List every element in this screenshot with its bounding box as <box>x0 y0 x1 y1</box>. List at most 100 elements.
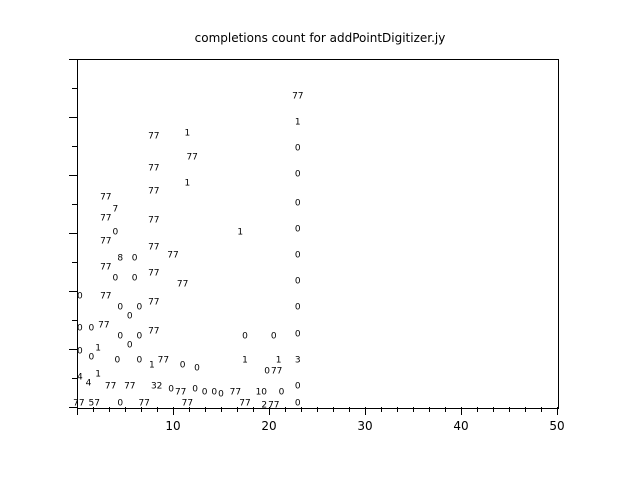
data-point-label: 77 <box>270 366 283 377</box>
data-point-label: 77 <box>148 297 160 308</box>
y-tick-minor <box>72 320 77 321</box>
data-point-label: 0 <box>77 291 83 302</box>
data-point-label: 0 <box>136 302 143 313</box>
data-point-label: 77 <box>148 163 160 174</box>
data-point-label: 1 <box>237 227 244 238</box>
data-point-label: 77 <box>239 398 251 409</box>
data-point-label: 77 <box>268 400 280 411</box>
data-point-label: 0 <box>112 273 119 284</box>
data-point-label: 77 <box>124 381 136 392</box>
data-point-label: 0 <box>88 352 95 363</box>
x-tick-minor <box>205 407 206 412</box>
x-tick-minor <box>157 407 158 412</box>
y-tick-major <box>69 59 77 60</box>
x-tick-minor <box>125 407 126 412</box>
data-point-label: 0 <box>131 253 138 264</box>
data-point-label: 0 <box>294 169 301 180</box>
data-point-label: 0 <box>294 276 301 287</box>
x-tick-minor <box>381 407 382 412</box>
data-point-label: 0 <box>294 302 301 313</box>
y-tick-minor <box>72 88 77 89</box>
x-tick-minor <box>397 407 398 412</box>
plot-frame-border <box>77 59 559 409</box>
data-point-label: 77 <box>186 152 198 163</box>
data-point-label: 77 <box>167 250 179 261</box>
data-point-label: 0 <box>294 250 301 261</box>
x-tick-minor <box>221 407 222 412</box>
data-point-label: 77 <box>148 242 160 252</box>
x-tick-minor <box>493 407 494 412</box>
y-tick-major <box>69 117 77 118</box>
data-point-label: 57 <box>88 398 100 409</box>
data-point-label: 3 <box>294 355 301 366</box>
y-tick-minor <box>72 204 77 205</box>
data-point-label: 0 <box>294 143 301 154</box>
x-tick-label: 40 <box>453 419 469 433</box>
x-tick-minor <box>333 407 334 412</box>
x-tick-minor <box>445 407 446 412</box>
x-tick-minor <box>253 407 254 412</box>
y-tick-major <box>69 233 77 234</box>
x-tick-label: 20 <box>261 419 277 433</box>
data-point-label: 1 <box>95 343 101 354</box>
data-point-label: 0 <box>88 323 95 334</box>
x-tick-major <box>461 407 462 415</box>
data-point-label: 77 <box>138 398 150 409</box>
data-point-label: 0 <box>294 398 301 409</box>
x-tick-minor <box>349 407 350 412</box>
x-tick-major <box>269 407 270 415</box>
data-point-label: 77 <box>148 268 160 279</box>
x-tick-minor <box>317 407 318 412</box>
y-tick-minor <box>72 146 77 147</box>
data-point-label: 0 <box>112 227 119 238</box>
data-point-label: 77 <box>104 381 117 392</box>
data-point-label: 77 <box>157 355 170 366</box>
data-point-label: 77 <box>174 387 187 397</box>
data-point-label: 0 <box>218 389 224 400</box>
data-point-label: 1 <box>294 117 301 128</box>
x-tick-minor <box>509 407 510 412</box>
data-point-label: 0 <box>211 387 218 397</box>
y-tick-major <box>69 349 77 350</box>
data-point-label: 77 <box>148 131 160 142</box>
data-point-label: 0 <box>294 198 301 209</box>
x-tick-label: 10 <box>165 419 181 433</box>
data-point-label: 0 <box>114 355 121 366</box>
data-point-label: 77 <box>148 326 160 337</box>
y-tick-minor <box>72 378 77 379</box>
data-point-label: 77 <box>292 91 304 102</box>
data-point-label: 77 <box>100 213 112 223</box>
data-point-label: 77 <box>100 291 112 302</box>
x-tick-minor <box>525 407 526 412</box>
data-point-label: 77 <box>100 192 112 203</box>
x-tick-label: 50 <box>549 419 565 433</box>
data-point-label: 77 <box>181 398 194 409</box>
data-point-label: 1 <box>95 369 101 380</box>
data-point-label: 8 <box>117 253 124 264</box>
data-point-label: 10 <box>255 387 268 397</box>
data-point-label: 0 <box>201 387 208 397</box>
data-point-label: 0 <box>77 346 83 357</box>
data-point-label: 0 <box>126 340 133 351</box>
data-point-label: 0 <box>77 323 83 334</box>
data-point-label: 0 <box>194 363 200 374</box>
data-point-label: 77 <box>148 186 160 197</box>
x-tick-minor <box>93 407 94 412</box>
x-tick-major <box>365 407 366 415</box>
x-tick-minor <box>429 407 430 412</box>
x-tick-minor <box>237 407 238 412</box>
data-point-label: 0 <box>264 366 270 377</box>
data-point-label: 32 <box>150 381 163 392</box>
data-point-label: 77 <box>100 236 112 247</box>
y-tick-major <box>69 291 77 292</box>
data-point-label: 0 <box>192 384 198 395</box>
data-point-label: 77 <box>73 398 85 409</box>
x-tick-minor <box>109 407 110 412</box>
data-point-label: 4 <box>85 378 92 389</box>
data-point-label: 77 <box>100 262 112 273</box>
x-tick-major <box>77 407 78 415</box>
data-point-label: 0 <box>294 329 301 339</box>
data-point-label: 0 <box>294 224 301 235</box>
x-tick-label: 30 <box>357 419 373 433</box>
data-point-label: 1 <box>242 355 248 366</box>
